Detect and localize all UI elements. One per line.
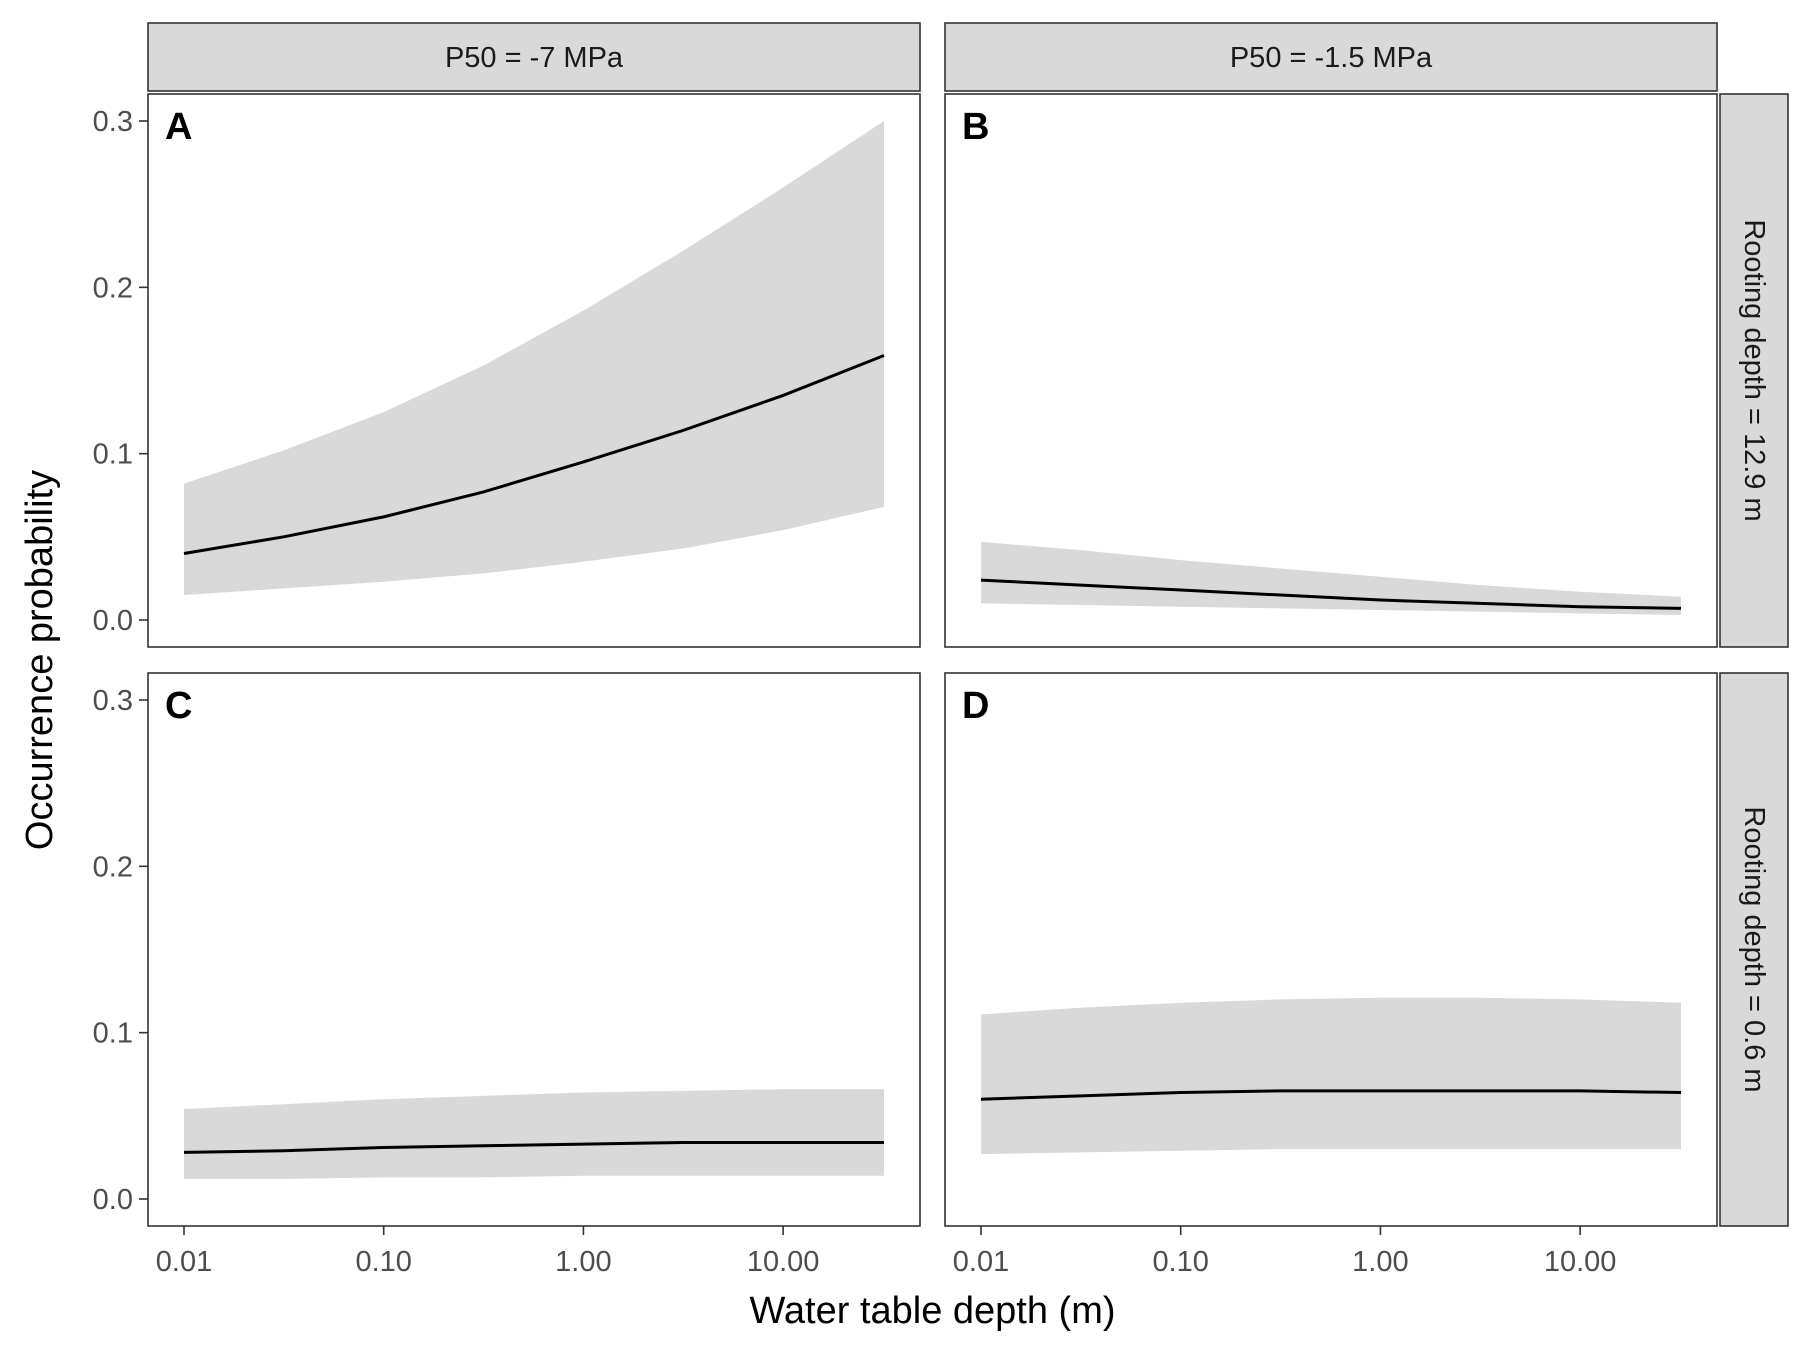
panel-A: A 0.0 0.1 0.2 0.3 <box>93 93 921 648</box>
panel-frame <box>944 93 1718 648</box>
col-strip-1 <box>147 22 921 92</box>
x-tick-label: 0.10 <box>355 1246 411 1278</box>
y-tick-label: 0.0 <box>93 605 133 637</box>
panel-letter: A <box>165 106 192 148</box>
fitted-line <box>980 1089 1682 1101</box>
panel-D: D 0.01 0.10 1.00 10.00 <box>944 672 1718 1278</box>
fitted-line <box>183 354 885 555</box>
y-tick-label: 0.2 <box>93 851 133 883</box>
x-tick-label: 10.00 <box>1544 1246 1617 1278</box>
col-strip-2 <box>944 22 1718 92</box>
x-tick-label: 0.01 <box>156 1246 212 1278</box>
y-tick-label: 0.1 <box>93 1018 133 1050</box>
col-strip-label: P50 = -1.5 MPa <box>1230 42 1433 74</box>
confidence-ribbon <box>981 997 1681 1155</box>
row-strip-label: Rooting depth = 0.6 m <box>1738 806 1770 1092</box>
y-tick-label: 0.3 <box>93 106 133 138</box>
col-strip-label: P50 = -7 MPa <box>445 42 624 74</box>
panel-C: C 0.0 0.1 0.2 0.3 0.01 0.10 1.00 10.00 <box>93 672 921 1278</box>
panel-frame <box>147 672 921 1227</box>
panel-letter: D <box>962 685 989 727</box>
x-tick-label: 1.00 <box>555 1246 611 1278</box>
panel-letter: B <box>962 106 989 148</box>
fitted-line <box>980 578 1682 610</box>
x-tick-label: 10.00 <box>747 1246 820 1278</box>
row-strip-2 <box>1719 672 1789 1227</box>
y-tick-label: 0.2 <box>93 272 133 304</box>
panel-frame <box>147 93 921 648</box>
x-tick-label: 0.01 <box>953 1246 1009 1278</box>
x-axis-title: Water table depth (m) <box>749 1290 1115 1332</box>
confidence-ribbon <box>981 541 1681 616</box>
panel-frame <box>944 672 1718 1227</box>
row-strip-label: Rooting depth = 12.9 m <box>1738 219 1770 521</box>
panel-letter: C <box>165 685 192 727</box>
confidence-ribbon <box>184 121 884 596</box>
y-tick-label: 0.0 <box>93 1184 133 1216</box>
confidence-ribbon <box>184 1089 884 1180</box>
fitted-line <box>183 1140 884 1154</box>
y-tick-label: 0.3 <box>93 685 133 717</box>
x-tick-label: 0.10 <box>1152 1246 1208 1278</box>
row-strip-1 <box>1719 93 1789 648</box>
panel-B: B <box>944 93 1718 648</box>
x-tick-label: 1.00 <box>1352 1246 1408 1278</box>
y-axis-title: Occurrence probability <box>19 470 61 850</box>
y-tick-label: 0.1 <box>93 439 133 471</box>
